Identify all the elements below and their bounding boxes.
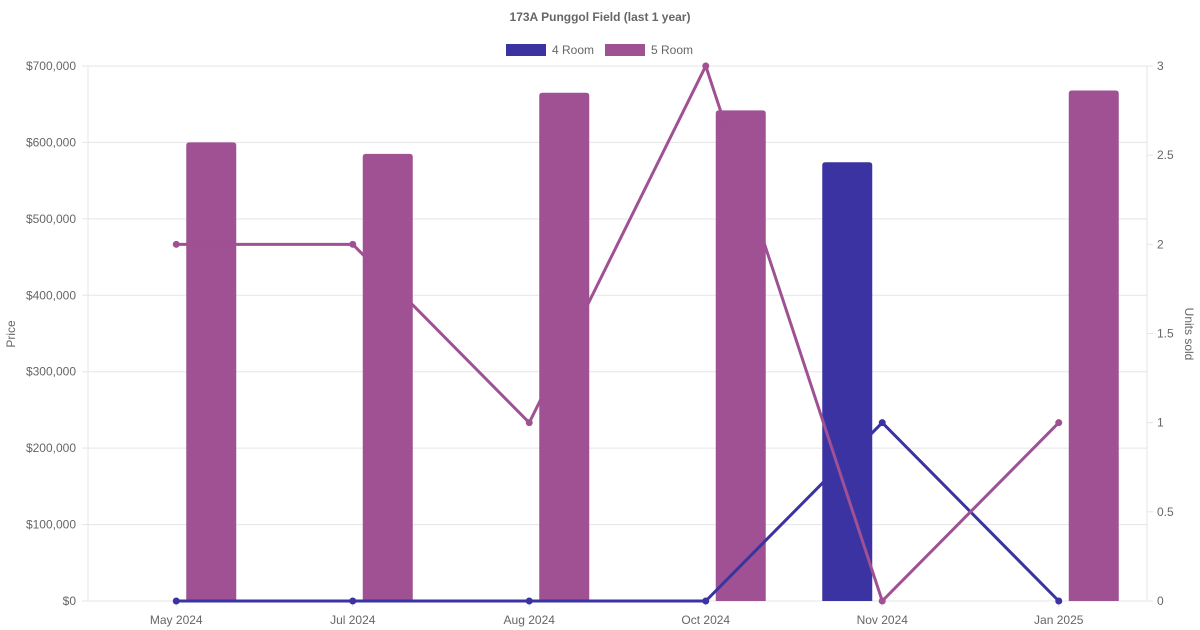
point-4-room[interactable]: [172, 597, 180, 605]
x-tick-label: Nov 2024: [857, 613, 909, 627]
legend: 4 Room 5 Room: [506, 43, 693, 57]
legend-swatch-4-room[interactable]: [506, 44, 546, 56]
y-tick-label: $100,000: [26, 518, 76, 532]
grid-layer: [82, 65, 1153, 607]
line-4-room: [176, 420, 1060, 603]
x-tick-label: Jan 2025: [1034, 613, 1084, 627]
y2-tick-label: 1: [1157, 416, 1164, 430]
y-tick-label: $200,000: [26, 441, 76, 455]
y-tick-label: $0: [63, 594, 77, 608]
point-5-room[interactable]: [1055, 419, 1063, 427]
point-4-room[interactable]: [349, 597, 357, 605]
y2-tick-label: 1.5: [1157, 327, 1174, 341]
bar-5-room[interactable]: [1068, 90, 1119, 601]
bars-layer: [186, 90, 1119, 602]
y2-tick-label: 0.5: [1157, 505, 1174, 519]
y-tick-label: $400,000: [26, 288, 76, 302]
y2-tick-label: 0: [1157, 594, 1164, 608]
bar-5-room[interactable]: [539, 92, 590, 601]
point-5-room[interactable]: [878, 597, 886, 605]
x-tick-label: Oct 2024: [681, 613, 730, 627]
y2-axis-title: Units sold: [1182, 308, 1196, 361]
y2-tick-label: 2.5: [1157, 148, 1174, 162]
point-4-room[interactable]: [702, 597, 710, 605]
bar-5-room[interactable]: [715, 110, 766, 601]
y2-tick-label: 2: [1157, 237, 1164, 251]
y-tick-label: $700,000: [26, 59, 76, 73]
point-4-room[interactable]: [878, 419, 886, 427]
point-5-room[interactable]: [702, 62, 710, 70]
point-5-room[interactable]: [172, 240, 180, 248]
bar-5-room[interactable]: [362, 153, 413, 601]
lines-layer: [172, 62, 1063, 605]
point-4-room[interactable]: [1055, 597, 1063, 605]
y-tick-label: $500,000: [26, 212, 76, 226]
legend-swatch-5-room[interactable]: [605, 44, 645, 56]
y-tick-label: $600,000: [26, 135, 76, 149]
y-axis-title: Price: [4, 320, 18, 348]
chart-title: 173A Punggol Field (last 1 year): [510, 10, 691, 24]
bar-4-room[interactable]: [822, 162, 873, 602]
point-5-room[interactable]: [349, 240, 357, 248]
point-4-room[interactable]: [525, 597, 533, 605]
y2-tick-label: 3: [1157, 59, 1164, 73]
line-5-room: [176, 62, 1060, 604]
bar-5-room[interactable]: [186, 142, 237, 601]
x-tick-label: Aug 2024: [504, 613, 556, 627]
ticks-layer: $0 $100,000 $200,000 $300,000 $400,000 $500,0…: [26, 59, 1174, 627]
x-tick-label: Jul 2024: [330, 613, 376, 627]
legend-label-4-room[interactable]: 4 Room: [552, 43, 594, 57]
legend-label-5-room[interactable]: 5 Room: [651, 43, 693, 57]
x-tick-label: May 2024: [150, 613, 203, 627]
point-5-room[interactable]: [525, 419, 533, 427]
y-tick-label: $300,000: [26, 365, 76, 379]
